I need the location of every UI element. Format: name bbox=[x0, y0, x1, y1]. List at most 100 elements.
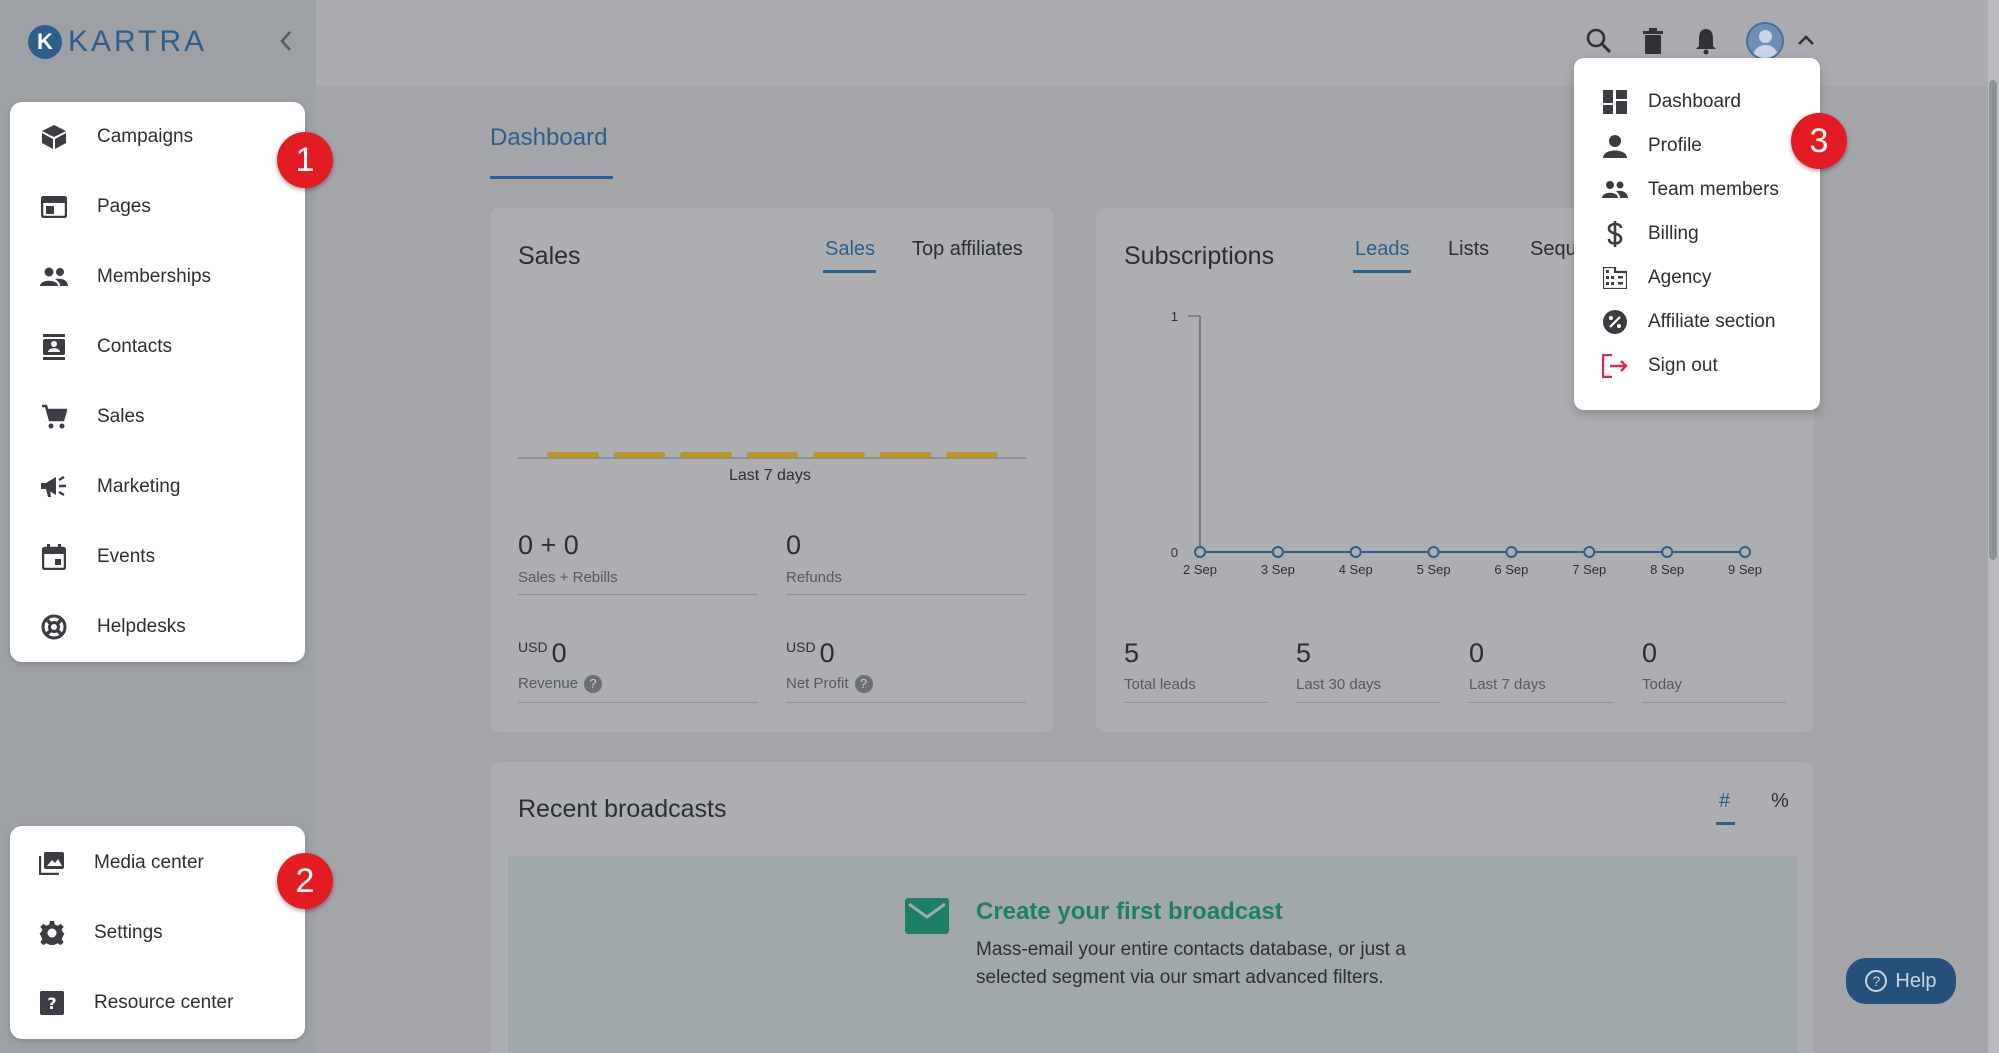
menu-item-dashboard[interactable]: Dashboard bbox=[1574, 82, 1820, 122]
x-tick-label: 7 Sep bbox=[1572, 562, 1606, 577]
last-7-days-value: 0 bbox=[1469, 638, 1485, 668]
team-icon bbox=[1602, 177, 1628, 203]
tab-leads[interactable]: Leads bbox=[1355, 238, 1410, 260]
tab-leads-underline bbox=[1353, 270, 1411, 273]
menu-item-profile[interactable]: Profile bbox=[1574, 126, 1820, 166]
logo-text: KARTRA bbox=[68, 25, 208, 58]
tab-percent[interactable]: % bbox=[1771, 790, 1789, 812]
leads-data-point bbox=[1739, 546, 1751, 558]
sidebar-item-resource-center[interactable]: ? Resource center bbox=[10, 968, 305, 1038]
sales-card bbox=[490, 208, 1054, 732]
user-menu-toggle[interactable] bbox=[1794, 28, 1818, 52]
sidebar-item-media-center[interactable]: Media center bbox=[10, 828, 305, 898]
menu-item-team-members[interactable]: Team members bbox=[1574, 170, 1820, 210]
tab-count-underline bbox=[1716, 822, 1735, 825]
sidebar-item-marketing[interactable]: Marketing bbox=[10, 452, 305, 522]
avatar-head bbox=[1759, 30, 1772, 43]
avatar-body bbox=[1753, 45, 1778, 58]
x-tick-label: 6 Sep bbox=[1494, 562, 1528, 577]
tab-lists[interactable]: Lists bbox=[1448, 238, 1490, 260]
menu-item-label: Dashboard bbox=[1648, 91, 1741, 112]
megaphone-icon bbox=[40, 473, 68, 501]
divider bbox=[786, 594, 1026, 595]
total-leads-value: 5 bbox=[1124, 638, 1140, 668]
tab-sales[interactable]: Sales bbox=[825, 238, 876, 260]
annotation-badge-3: 3 bbox=[1791, 113, 1847, 169]
sidebar-item-contacts[interactable]: Contacts bbox=[10, 312, 305, 382]
tab-count[interactable]: # bbox=[1719, 790, 1731, 812]
sales-bar bbox=[746, 452, 799, 458]
user-dropdown-menu: Dashboard Profile Team members Billing A… bbox=[1574, 58, 1820, 410]
sidebar-item-label: Settings bbox=[94, 922, 163, 943]
sidebar-item-memberships[interactable]: Memberships bbox=[10, 242, 305, 312]
cart-icon bbox=[40, 403, 68, 431]
help-icon[interactable]: ? bbox=[584, 675, 603, 694]
sidebar-item-settings[interactable]: Settings bbox=[10, 898, 305, 968]
menu-item-affiliate-section[interactable]: Affiliate section bbox=[1574, 302, 1820, 342]
dollar-icon bbox=[1602, 221, 1628, 247]
sales-bar bbox=[879, 452, 932, 458]
sidebar-item-label: Campaigns bbox=[97, 126, 194, 147]
tab-top-affiliates[interactable]: Top affiliates bbox=[912, 238, 1023, 260]
sidebar-item-events[interactable]: Events bbox=[10, 522, 305, 592]
annotation-badge-2: 2 bbox=[277, 853, 333, 909]
sidebar-item-label: Sales bbox=[97, 406, 145, 427]
sidebar-item-label: Marketing bbox=[97, 476, 181, 497]
leads-data-point bbox=[1271, 546, 1284, 558]
sales-bar bbox=[813, 452, 865, 458]
page-scroll-thumb[interactable] bbox=[1989, 80, 1997, 560]
menu-item-label: Sign out bbox=[1648, 355, 1718, 376]
sign-out-icon bbox=[1602, 353, 1628, 379]
menu-item-sign-out[interactable]: Sign out bbox=[1574, 346, 1820, 386]
sales-bar bbox=[680, 452, 732, 458]
revenue-label-row: Revenue? bbox=[518, 675, 603, 694]
notifications-button[interactable] bbox=[1691, 26, 1721, 56]
help-icon[interactable]: ? bbox=[854, 675, 873, 694]
x-tick-label: 3 Sep bbox=[1261, 562, 1295, 577]
collapse-sidebar-button[interactable] bbox=[274, 26, 298, 56]
tab-sequences[interactable]: Sequ bbox=[1530, 238, 1577, 260]
sales-bar bbox=[613, 452, 666, 458]
sidebar-item-label: Memberships bbox=[97, 266, 212, 287]
trash-icon bbox=[1643, 28, 1663, 54]
help-button[interactable]: ? Help bbox=[1846, 958, 1956, 1004]
create-broadcast-link[interactable]: Create your first broadcast bbox=[976, 898, 1283, 925]
tab-sales-underline bbox=[823, 270, 876, 273]
sidebar-item-campaigns[interactable]: Campaigns bbox=[10, 102, 305, 172]
leads-data-point bbox=[1349, 546, 1362, 558]
revenue-label: Revenue bbox=[518, 675, 579, 692]
media-icon bbox=[38, 849, 66, 877]
trash-button[interactable] bbox=[1638, 26, 1668, 56]
sidebar-item-sales[interactable]: Sales bbox=[10, 382, 305, 452]
subscriptions-card-title: Subscriptions bbox=[1124, 242, 1275, 270]
last-30-days-value: 5 bbox=[1296, 638, 1312, 668]
sales-bar bbox=[946, 452, 998, 458]
lifebuoy-icon bbox=[40, 613, 68, 641]
kartra-logo[interactable]: K KARTRA bbox=[28, 24, 207, 60]
svg-text:?: ? bbox=[47, 994, 56, 1013]
calendar-icon bbox=[40, 543, 68, 571]
leads-data-point bbox=[1194, 546, 1206, 558]
refunds-value: 0 bbox=[786, 530, 802, 560]
sidebar-item-label: Resource center bbox=[94, 992, 234, 1013]
x-tick-label: 5 Sep bbox=[1417, 562, 1451, 577]
leads-data-point bbox=[1583, 546, 1596, 558]
net-profit-amount: 0 bbox=[819, 638, 835, 668]
last-30-days-label: Last 30 days bbox=[1296, 676, 1382, 693]
divider bbox=[518, 594, 758, 595]
sidebar-item-label: Events bbox=[97, 546, 156, 567]
sidebar-item-helpdesks[interactable]: Helpdesks bbox=[10, 592, 305, 662]
revenue-currency: USD bbox=[518, 639, 548, 655]
tab-dashboard[interactable]: Dashboard bbox=[490, 124, 608, 151]
broadcasts-card-title: Recent broadcasts bbox=[518, 795, 727, 823]
divider bbox=[1469, 702, 1613, 703]
sidebar-item-pages[interactable]: Pages bbox=[10, 172, 305, 242]
user-avatar[interactable] bbox=[1746, 22, 1784, 60]
search-button[interactable] bbox=[1584, 26, 1614, 56]
menu-item-label: Billing bbox=[1648, 223, 1699, 244]
menu-item-label: Affiliate section bbox=[1648, 311, 1776, 332]
menu-item-billing[interactable]: Billing bbox=[1574, 214, 1820, 254]
menu-item-agency[interactable]: Agency bbox=[1574, 258, 1820, 298]
menu-item-label: Profile bbox=[1648, 135, 1702, 156]
memberships-icon bbox=[40, 263, 68, 291]
